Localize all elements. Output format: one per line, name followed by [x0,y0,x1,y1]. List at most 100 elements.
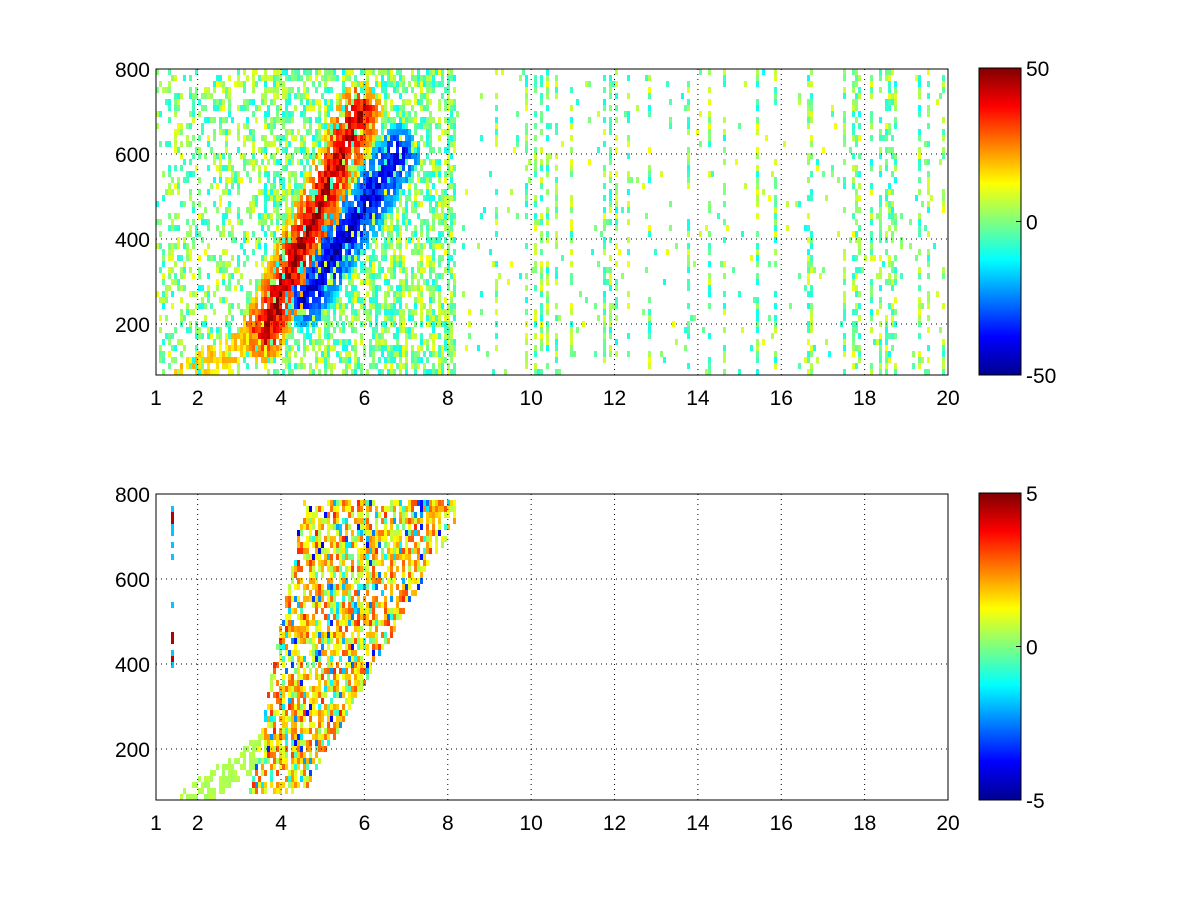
heatmap-cell [261,321,264,327]
heatmap-cell [285,213,288,219]
heatmap-cell [555,303,558,309]
heatmap-cell [351,662,354,668]
heatmap-cell [291,69,294,75]
heatmap-cell [357,500,360,506]
heatmap-cell [375,81,378,87]
heatmap-cell [318,189,321,195]
heatmap-cell [687,81,690,87]
heatmap-cell [852,153,855,159]
heatmap-cell [228,770,231,776]
heatmap-cell [336,183,339,189]
heatmap-cell [417,177,420,183]
heatmap-cell [885,105,888,111]
heatmap-cell [540,291,543,297]
heatmap-cell [810,267,813,273]
heatmap-cell [354,363,357,369]
heatmap-cell [555,189,558,195]
heatmap-cell [291,566,294,572]
heatmap-cell [396,81,399,87]
heatmap-cell [705,369,708,375]
heatmap-cell [372,207,375,213]
heatmap-cell [219,171,222,177]
heatmap-cell [342,153,345,159]
heatmap-cell [315,668,318,674]
heatmap-cell [294,722,297,728]
heatmap-cell [207,788,210,794]
heatmap-cell [669,117,672,123]
heatmap-cell [756,315,759,321]
heatmap-cell [900,243,903,249]
heatmap-cell [852,99,855,105]
heatmap-cell [288,656,291,662]
heatmap-cell [219,231,222,237]
heatmap-cell [546,87,549,93]
heatmap-cell [327,135,330,141]
heatmap-cell [228,758,231,764]
heatmap-cell [162,303,165,309]
heatmap-cell [423,351,426,357]
heatmap-cell [399,237,402,243]
heatmap-cell [399,117,402,123]
heatmap-cell [246,231,249,237]
heatmap-cell [339,183,342,189]
heatmap-cell [297,758,300,764]
heatmap-cell [312,147,315,153]
heatmap-cell [294,273,297,279]
heatmap-cell [234,177,237,183]
heatmap-cell [309,578,312,584]
heatmap-cell [333,710,336,716]
heatmap-cell [333,500,336,506]
heatmap-cell [282,728,285,734]
heatmap-cell [282,710,285,716]
heatmap-cell [429,237,432,243]
heatmap-cell [324,267,327,273]
heatmap-cell [603,219,606,225]
heatmap-cell [570,237,573,243]
heatmap-cell [339,147,342,153]
heatmap-cell [774,261,777,267]
heatmap-cell [411,141,414,147]
heatmap-cell [309,650,312,656]
heatmap-cell [177,147,180,153]
heatmap-cell [282,135,285,141]
heatmap-cell [723,309,726,315]
heatmap-cell [294,75,297,81]
heatmap-cell [207,285,210,291]
heatmap-cell [330,99,333,105]
heatmap-cell [606,279,609,285]
heatmap-cell [270,722,273,728]
heatmap-cell [321,231,324,237]
heatmap-cell [225,147,228,153]
heatmap-cell [291,734,294,740]
heatmap-cell [324,237,327,243]
heatmap-cell [165,291,168,297]
heatmap-cell [285,153,288,159]
heatmap-cell [189,321,192,327]
heatmap-cell [879,267,882,273]
heatmap-cell [312,596,315,602]
heatmap-cell [333,614,336,620]
heatmap-cell [264,291,267,297]
heatmap-cell [195,327,198,333]
heatmap-cell [273,273,276,279]
heatmap-cell [603,345,606,351]
heatmap-cell [291,369,294,375]
heatmap-cell [414,195,417,201]
heatmap-cell [264,255,267,261]
heatmap-cell [708,117,711,123]
heatmap-cell [879,303,882,309]
heatmap-cell [351,542,354,548]
heatmap-cell [438,171,441,177]
heatmap-cell [357,291,360,297]
heatmap-cell [609,321,612,327]
heatmap-cell [306,225,309,231]
heatmap-cell [381,165,384,171]
heatmap-cell [342,650,345,656]
heatmap-cell [870,279,873,285]
heatmap-cell [324,147,327,153]
heatmap-cell [198,147,201,153]
heatmap-cell [357,111,360,117]
heatmap-cell [546,261,549,267]
heatmap-cell [408,195,411,201]
heatmap-cell [627,135,630,141]
